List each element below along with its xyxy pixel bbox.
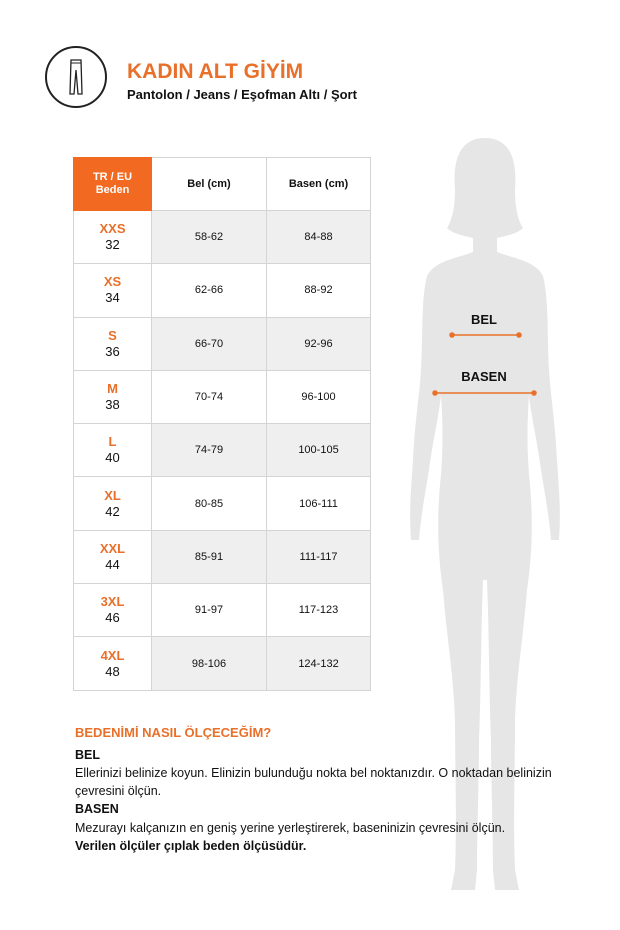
eu-size: 44 (105, 556, 120, 572)
basen-text: Mezurayı kalçanızın en geniş yerine yerl… (75, 821, 506, 835)
size-cell: 4XL 48 (73, 636, 152, 691)
table-row: XXL 44 85-91 111-117 (73, 529, 371, 585)
table-row: XL 42 80-85 106-111 (73, 476, 371, 531)
size-cell: S 36 (73, 316, 152, 371)
header-size: TR / EU Beden (73, 157, 152, 211)
size-cell: XXL 44 (73, 529, 152, 585)
size-label: M (107, 381, 118, 397)
eu-size: 48 (105, 663, 120, 679)
eu-size: 42 (105, 503, 120, 519)
basen-cell: 96-100 (266, 369, 371, 425)
page-subtitle: Pantolon / Jeans / Eşofman Altı / Şort (127, 87, 357, 102)
eu-size: 40 (105, 450, 120, 466)
bel-text: Ellerinizi belinize koyun. Elinizin bulu… (75, 766, 552, 798)
size-label: XS (103, 274, 122, 290)
header-size-line1: TR / EU (92, 171, 133, 183)
bel-cell: 91-97 (151, 583, 267, 638)
size-label: 4XL (100, 647, 125, 663)
basen-cell: 117-123 (266, 583, 371, 638)
basen-title: BASEN (75, 802, 119, 816)
guide-heading: BEDENİMİ NASIL ÖLÇECEĞİM? (75, 725, 272, 740)
size-label: L (108, 434, 117, 450)
bel-label: BEL (471, 312, 497, 327)
basen-cell: 92-96 (266, 316, 371, 371)
basen-cell: 84-88 (266, 209, 371, 265)
bel-cell: 66-70 (151, 316, 267, 371)
bel-cell: 70-74 (151, 369, 267, 425)
bel-cell: 58-62 (151, 209, 267, 265)
table-row: 3XL 46 91-97 117-123 (73, 583, 371, 638)
size-label: 3XL (100, 594, 125, 610)
basen-cell: 111-117 (266, 529, 371, 585)
size-cell: XS 34 (73, 263, 152, 318)
eu-size: 34 (105, 290, 120, 306)
size-cell: 3XL 46 (73, 583, 152, 638)
bel-cell: 85-91 (151, 529, 267, 585)
basen-label: BASEN (461, 369, 507, 384)
size-cell: XL 42 (73, 476, 152, 531)
eu-size: 38 (105, 397, 120, 413)
eu-size: 36 (105, 343, 120, 359)
size-cell: M 38 (73, 369, 152, 425)
size-cell: XXS 32 (73, 209, 152, 265)
size-label: S (108, 327, 117, 343)
header-basen: Basen (cm) (266, 157, 371, 211)
bel-cell: 62-66 (151, 263, 267, 318)
bel-title: BEL (75, 748, 100, 762)
size-cell: L 40 (73, 423, 152, 478)
page-title: KADIN ALT GİYİM (127, 60, 304, 83)
basen-cell: 100-105 (266, 423, 371, 478)
table-row: S 36 66-70 92-96 (73, 316, 371, 371)
size-label: XL (104, 487, 121, 503)
basen-cell: 124-132 (266, 636, 371, 691)
header-bel: Bel (cm) (151, 157, 267, 211)
bel-cell: 98-106 (151, 636, 267, 691)
table-row: XS 34 62-66 88-92 (73, 263, 371, 318)
eu-size: 32 (105, 237, 120, 253)
basen-cell: 106-111 (266, 476, 371, 531)
pants-icon (45, 46, 107, 108)
table-row: XXS 32 58-62 84-88 (73, 209, 371, 265)
table-header: TR / EU Beden Bel (cm) Basen (cm) (73, 157, 371, 211)
table-row: M 38 70-74 96-100 (73, 369, 371, 425)
eu-size: 46 (105, 610, 120, 626)
size-table: TR / EU Beden Bel (cm) Basen (cm) XXS 32 5… (73, 157, 371, 691)
header-size-line2: Beden (95, 184, 130, 196)
bel-cell: 74-79 (151, 423, 267, 478)
size-label: XXL (99, 540, 126, 556)
table-row: 4XL 48 98-106 124-132 (73, 636, 371, 691)
size-label: XXS (99, 221, 126, 237)
body-silhouette: BEL BASEN (395, 130, 575, 905)
bel-cell: 80-85 (151, 476, 267, 531)
note: Verilen ölçüler çıplak beden ölçüsüdür. (75, 839, 307, 853)
basen-cell: 88-92 (266, 263, 371, 318)
table-row: L 40 74-79 100-105 (73, 423, 371, 478)
